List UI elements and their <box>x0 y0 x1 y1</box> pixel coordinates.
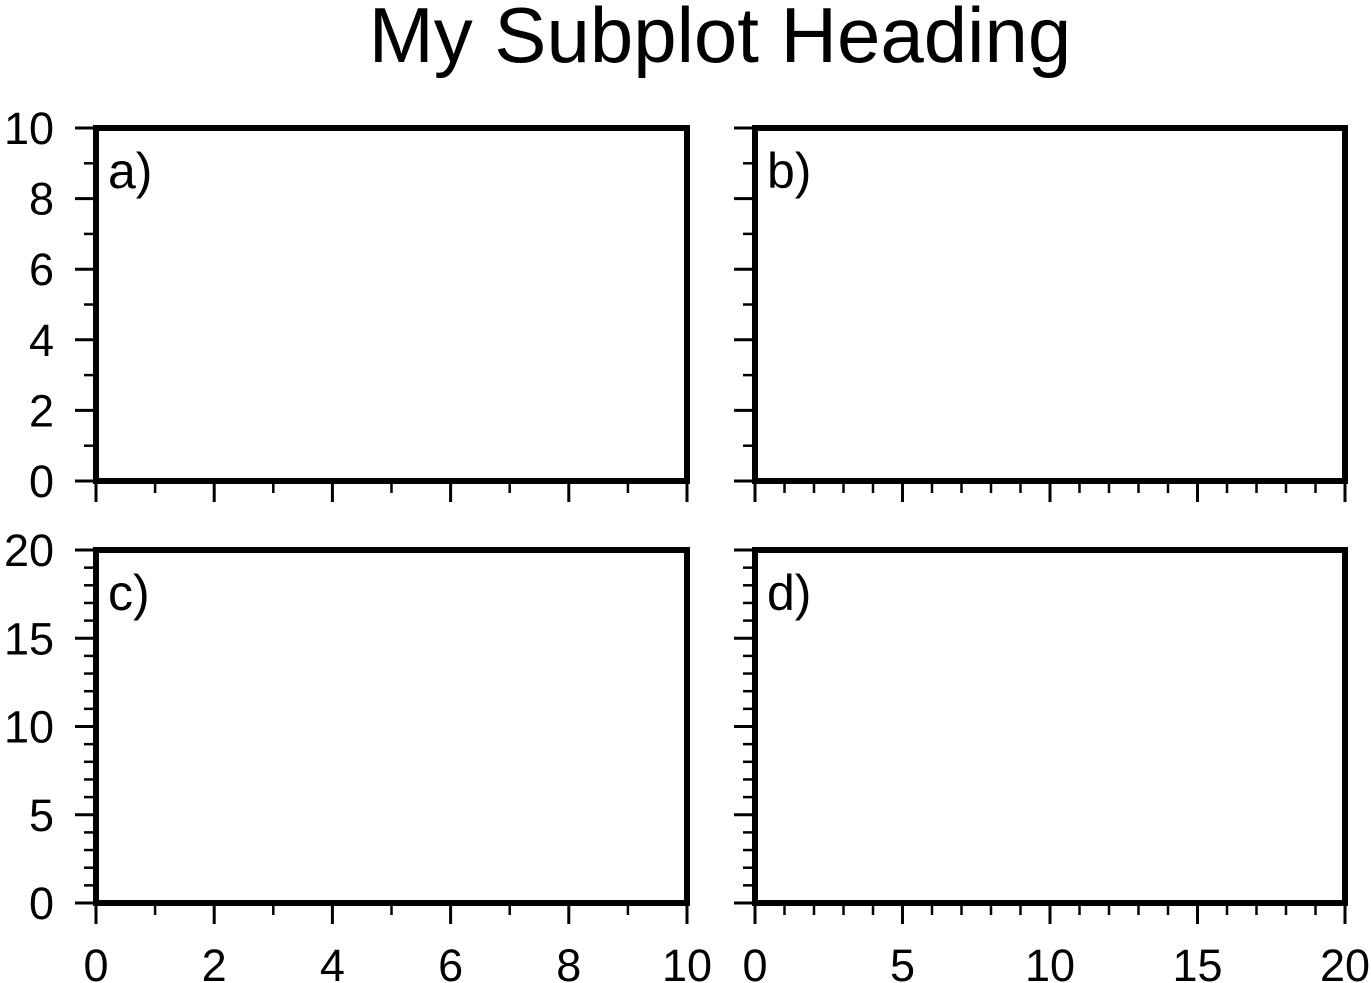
subplot-panel: 0 2 4 6 8 10 a) <box>4 103 690 507</box>
subplot-panel: 0 2 4 6 8 10 0 5 10 15 20 c) <box>4 525 712 983</box>
y-tick-label: 6 <box>29 244 54 295</box>
x-tick-label: 8 <box>556 940 581 983</box>
y-tick-label: 4 <box>29 315 54 366</box>
x-tick-label: 5 <box>890 940 915 983</box>
x-tick-label: 20 <box>1320 940 1370 983</box>
x-tick-label: 10 <box>662 940 712 983</box>
panel-tag: d) <box>767 565 811 621</box>
subplot-panel: 0 5 10 15 20 d) <box>734 547 1370 983</box>
y-tick-label: 0 <box>29 456 54 507</box>
x-tick-label: 6 <box>438 940 463 983</box>
figure-title: My Subplot Heading <box>369 0 1071 79</box>
plot-frame <box>752 547 1348 906</box>
y-tick-label: 10 <box>4 103 54 154</box>
subplot-panel: b) <box>734 125 1348 502</box>
plot-frame <box>93 547 690 906</box>
x-tick-label: 0 <box>83 940 108 983</box>
x-tick-label: 15 <box>1172 940 1222 983</box>
x-tick-label: 10 <box>1025 940 1075 983</box>
panel-tag: a) <box>108 143 152 199</box>
subplot-grid: 0 2 4 6 8 10 a) b) 0 2 4 6 8 10 0 5 10 15 20 c) 0 5 10 15 20 d) <box>4 103 1370 983</box>
y-tick-label: 2 <box>29 385 54 436</box>
panel-tag: b) <box>767 143 811 199</box>
y-tick-label: 8 <box>29 174 54 225</box>
x-tick-label: 4 <box>320 940 345 983</box>
plot-frame <box>752 125 1348 484</box>
plot-frame <box>93 125 690 484</box>
y-tick-label: 20 <box>4 525 54 576</box>
y-tick-label: 5 <box>29 790 54 841</box>
x-tick-label: 0 <box>742 940 767 983</box>
y-tick-label: 15 <box>4 613 54 664</box>
y-tick-label: 0 <box>29 878 54 929</box>
y-tick-label: 10 <box>4 702 54 753</box>
x-tick-label: 2 <box>202 940 227 983</box>
panel-tag: c) <box>108 565 150 621</box>
